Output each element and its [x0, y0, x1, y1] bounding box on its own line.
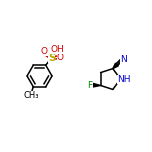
Text: CH₃: CH₃: [23, 91, 39, 100]
Text: O: O: [41, 47, 48, 56]
Polygon shape: [92, 83, 101, 87]
Text: OH: OH: [50, 45, 64, 54]
Text: NH: NH: [117, 74, 130, 84]
Text: N: N: [120, 55, 127, 64]
Text: O: O: [57, 53, 64, 62]
Polygon shape: [113, 63, 118, 69]
Text: S: S: [48, 53, 55, 63]
Text: F: F: [88, 81, 93, 90]
